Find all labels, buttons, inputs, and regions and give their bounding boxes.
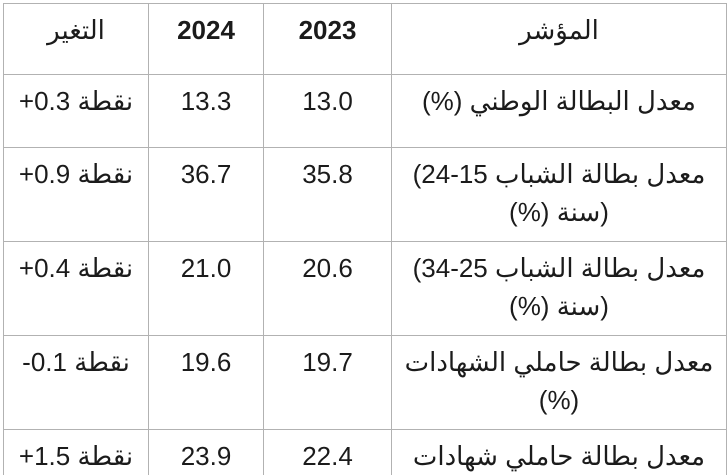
indicator-cell: معدل بطالة حاملي الشهادات (%)	[391, 335, 727, 430]
value-2024-cell: 19.6	[148, 335, 264, 430]
value-2024-cell: 21.0	[148, 241, 264, 336]
header-change: التغير	[3, 3, 149, 75]
header-row: المؤشر 2023 2024 التغير	[3, 3, 727, 75]
value-2024-cell: 23.9	[148, 429, 264, 475]
indicator-cell: معدل بطالة حاملي شهادات التأهيل المهني (…	[391, 429, 727, 475]
indicator-cell: معدل بطالة الشباب ⁦(34-25 سنة)⁩ (%)	[391, 241, 727, 336]
table-row-national-rate: معدل البطالة الوطني (%) 13.0 13.3 +0.3 ن…	[3, 74, 727, 148]
change-cell: +0.9 نقطة	[3, 147, 149, 242]
table-row-degree-holders: معدل بطالة حاملي الشهادات (%) 19.7 19.6 …	[3, 335, 727, 430]
change-cell: -0.1 نقطة	[3, 335, 149, 430]
table-row-youth-25-34: معدل بطالة الشباب ⁦(34-25 سنة)⁩ (%) 20.6…	[3, 241, 727, 336]
value-2024-cell: 36.7	[148, 147, 264, 242]
value-2023-cell: 13.0	[263, 74, 392, 148]
value-2023-cell: 35.8	[263, 147, 392, 242]
header-year-2024: 2024	[148, 3, 264, 75]
indicator-cell: معدل بطالة الشباب ⁦(24-15 سنة)⁩ (%)	[391, 147, 727, 242]
unemployment-indicators-table: المؤشر 2023 2024 التغير معدل البطالة الو…	[3, 3, 727, 475]
change-cell: +0.3 نقطة	[3, 74, 149, 148]
value-2023-cell: 20.6	[263, 241, 392, 336]
change-cell: +0.4 نقطة	[3, 241, 149, 336]
table-row-youth-15-24: معدل بطالة الشباب ⁦(24-15 سنة)⁩ (%) 35.8…	[3, 147, 727, 242]
value-2023-cell: 22.4 (تقديري)	[263, 429, 392, 475]
value-2023-cell: 19.7	[263, 335, 392, 430]
header-indicator: المؤشر	[391, 3, 727, 75]
header-year-2023: 2023	[263, 3, 392, 75]
table-row-vocational-cert-holders: معدل بطالة حاملي شهادات التأهيل المهني (…	[3, 429, 727, 475]
indicator-cell: معدل البطالة الوطني (%)	[391, 74, 727, 148]
value-2024-cell: 13.3	[148, 74, 264, 148]
change-cell: +1.5 نقطة	[3, 429, 149, 475]
